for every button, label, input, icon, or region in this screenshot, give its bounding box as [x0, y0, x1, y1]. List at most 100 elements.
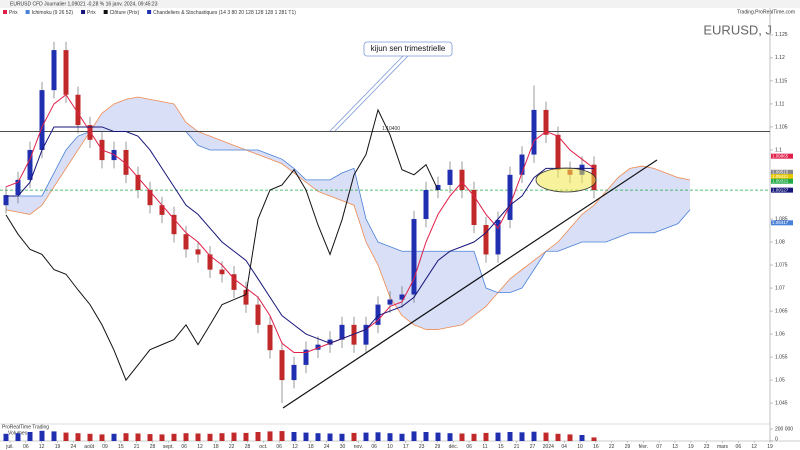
highlight [535, 167, 597, 193]
volume-tick-label: 200 000 [775, 426, 793, 432]
x-tick-label: 09 [102, 444, 108, 450]
volume-bar [519, 432, 525, 441]
volume-bar [99, 434, 105, 441]
x-tick-label: 12 [751, 444, 757, 450]
x-tick-label: 10 [577, 444, 583, 450]
volume-bar [3, 433, 9, 441]
legend-swatch [147, 10, 152, 14]
candle-body [87, 125, 93, 140]
legend-item: Clôture (Prix) [110, 10, 140, 16]
chart-title: EURUSD, J [703, 22, 772, 37]
x-tick-label: 19 [55, 444, 61, 450]
chikou-line [5, 108, 439, 382]
legend-item: Prix [87, 10, 96, 16]
x-tick-label: 06 [371, 444, 377, 450]
legend-swatch [81, 10, 86, 14]
legend-item: Chandeliers & Stochastiques (14 3 80 20 … [153, 10, 296, 16]
trendline [282, 159, 658, 409]
candle-body [267, 324, 273, 351]
candle-body [27, 149, 33, 180]
x-tick-label: mars [717, 444, 729, 450]
header-bar [0, 0, 800, 8]
x-tick-label: 18 [308, 444, 314, 450]
volume-bar [447, 433, 453, 441]
x-tick-label: juil. [5, 444, 14, 450]
candle-body [63, 50, 69, 95]
price-tag-label: 1.08417 [772, 220, 789, 225]
x-tick-label: 23 [704, 444, 710, 450]
volume-bar [579, 435, 585, 441]
x-tick-label: sept. [163, 444, 174, 450]
volume-bar [87, 433, 93, 441]
volume-bar [567, 434, 573, 441]
legend-swatch [103, 10, 108, 14]
volume-bar [531, 431, 537, 441]
candle-body [15, 179, 21, 196]
y-tick-label: 1.075 [775, 262, 788, 268]
volume-bar [15, 433, 21, 441]
volume-bar [327, 433, 333, 441]
x-tick-label: 29 [435, 444, 441, 450]
kijun-line [6, 126, 594, 344]
volume-bar [351, 432, 357, 441]
x-tick-label: 2024 [543, 444, 554, 450]
volume-bar [279, 431, 285, 441]
callout-line [329, 55, 404, 132]
volume-bar [27, 432, 33, 441]
volume-bar [459, 433, 465, 441]
candle-body [555, 134, 561, 170]
volume-bar [543, 432, 549, 441]
candle-body [399, 294, 405, 300]
span-a [5, 96, 691, 330]
volume-bar [291, 432, 297, 441]
volume-bar [267, 431, 273, 441]
y-tick-label: 1.105 [775, 124, 788, 130]
volume-bar [507, 432, 513, 441]
volume-bar [147, 434, 153, 441]
candle-body [75, 94, 81, 126]
volume-bar [111, 433, 117, 441]
x-tick-label: 23 [419, 444, 425, 450]
candle-body [531, 109, 537, 155]
x-tick-label: 29 [625, 444, 631, 450]
y-tick-label: 1.055 [775, 354, 788, 360]
volume-bar [171, 433, 177, 441]
x-tick-label: 15 [118, 444, 124, 450]
price-tag [771, 187, 793, 193]
legend-item: Prix [9, 10, 18, 16]
x-tick-label: 22 [229, 444, 235, 450]
candle-body [315, 344, 321, 350]
x-tick-label: 06 [736, 444, 742, 450]
price-tag [771, 174, 793, 180]
y-tick-label: 1.125 [775, 32, 788, 38]
candle-body [483, 224, 489, 255]
x-tick-label: 06 [276, 444, 282, 450]
x-tick-label: nov. [354, 444, 363, 450]
volume-bar [555, 433, 561, 441]
x-tick-label: déc. [449, 444, 458, 450]
volume-bar [303, 432, 309, 441]
volume-bar [51, 431, 57, 441]
candle-body [51, 50, 57, 91]
callout-box [363, 41, 453, 57]
y-tick-label: 1.12 [775, 55, 785, 61]
price-tag-label: 1.09865 [772, 153, 789, 158]
volume-bar [219, 433, 225, 441]
level-label: 1.10400 [382, 126, 400, 132]
volume-bar [375, 432, 381, 441]
x-tick-label: 06 [23, 444, 29, 450]
x-tick-label: 21 [134, 444, 140, 450]
volume-bar [63, 432, 69, 441]
candle-body [255, 304, 261, 325]
candle-body [231, 274, 237, 290]
x-tick-label: 27 [530, 444, 536, 450]
y-tick-label: 1.085 [775, 216, 788, 222]
volume-bar [39, 430, 45, 441]
volume-bar [387, 433, 393, 441]
x-tick-label: 19 [767, 444, 773, 450]
candle-body [411, 219, 417, 295]
x-tick-label: 11 [482, 444, 487, 450]
y-tick-label: 1.07 [775, 285, 785, 291]
candle-body [219, 269, 225, 275]
